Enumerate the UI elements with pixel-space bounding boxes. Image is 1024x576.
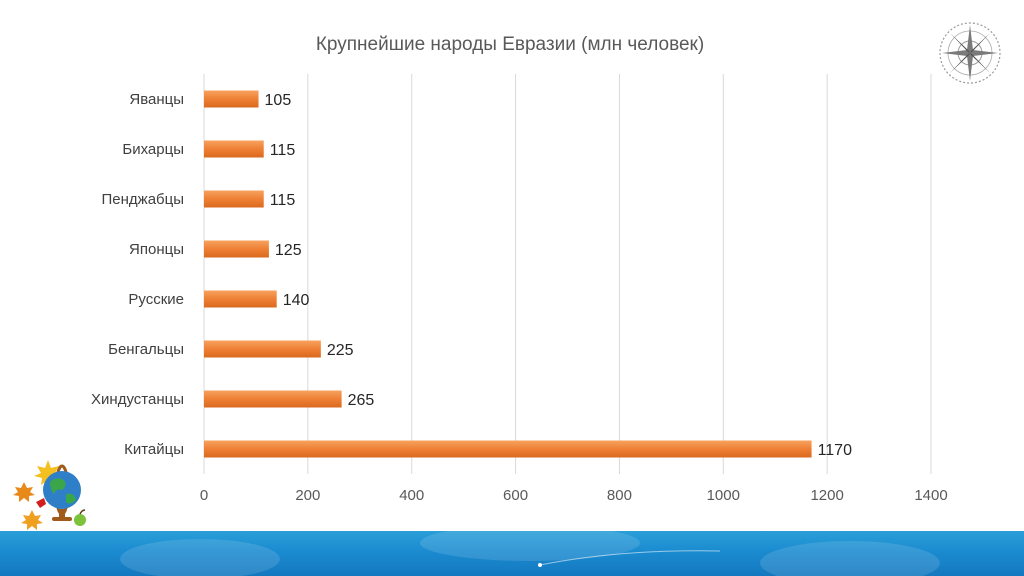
x-tick-label: 1400 [914,487,947,504]
bar [204,340,321,358]
data-label: 105 [265,92,292,109]
category-label: Хиндустанцы [91,391,184,408]
gridlines [203,74,932,474]
data-label: 265 [348,392,375,409]
bars [204,90,812,458]
bar [204,90,259,108]
globe-with-maple-leaves-icon [13,460,86,530]
x-tick-label: 1000 [707,487,740,504]
compass-rose-icon [939,22,1001,84]
bar [204,240,269,258]
footer-band [0,531,1024,576]
category-label: Пенджабцы [102,191,185,208]
bar [204,140,264,158]
category-label: Японцы [129,241,184,258]
category-label: Бихарцы [122,141,184,158]
data-label: 140 [283,292,310,309]
x-tick-label: 0 [200,487,208,504]
data-label: 115 [270,142,296,159]
bar [204,290,277,308]
x-tick-label: 400 [399,487,424,504]
x-tick-label: 1200 [810,487,843,504]
category-labels: Яванцы Бихарцы Пенджабцы Японцы Русские Бенга… [91,91,184,458]
x-axis-tick-labels: 0 200 400 600 800 1000 1200 1400 [200,487,948,504]
bar [204,390,342,408]
chart-title: Крупнейшие народы Евразии (млн человек) [315,34,705,55]
bar [204,440,812,458]
x-tick-label: 600 [503,487,528,504]
data-label: 125 [275,242,302,259]
bar [204,190,264,208]
category-label: Китайцы [124,441,184,458]
category-label: Бенгальцы [108,341,184,358]
x-tick-label: 800 [607,487,632,504]
category-label: Яванцы [129,91,184,108]
data-labels: 105 115 115 125 140 225 265 1170 [265,92,853,459]
data-label: 225 [327,342,354,359]
data-label: 1170 [818,442,853,459]
data-label: 115 [270,192,296,209]
x-tick-label: 200 [295,487,320,504]
category-label: Русские [128,291,184,308]
